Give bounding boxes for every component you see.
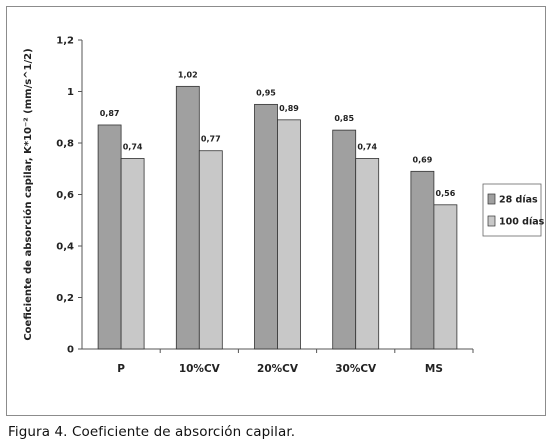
bar: [97, 124, 122, 350]
y-tick-label: 0,2: [56, 293, 74, 304]
bar-chart: 0 0,2 0,4 0,6 0,8 1 1,2 Coeficiente de absorció…: [22, 36, 545, 376]
legend-box: [482, 183, 542, 237]
chart-frame: 0 0,2 0,4 0,6 0,8 1 1,2 Coeficiente de absorció…: [6, 6, 546, 416]
y-tick-label: 0,4: [56, 242, 74, 253]
y-tick-label: 0,8: [56, 139, 74, 150]
data-label: 0,77: [201, 135, 221, 144]
data-label: 0,74: [357, 142, 377, 151]
data-label: 0,85: [334, 114, 354, 123]
data-label: 0,89: [279, 104, 299, 113]
bar: [120, 158, 145, 350]
y-tick-label: 0,6: [56, 190, 74, 201]
legend-label: 100 días: [499, 217, 545, 228]
data-label: 0,74: [123, 142, 143, 151]
bar: [198, 150, 223, 350]
legend-swatch: [487, 193, 496, 205]
data-label: 0,87: [100, 109, 120, 118]
x-tick-label: MS: [425, 363, 443, 375]
x-tick-label: P: [117, 363, 125, 375]
x-tick-label: 20%CV: [257, 363, 299, 375]
bar: [332, 129, 357, 350]
bar: [433, 204, 458, 350]
figure-caption: Figura 4. Coeficiente de absorción capil…: [8, 424, 296, 440]
legend-swatch: [487, 215, 496, 227]
bar: [410, 170, 435, 350]
bar: [175, 85, 200, 350]
y-tick-label: 1,2: [56, 36, 74, 47]
x-tick-label: 30%CV: [335, 363, 377, 375]
legend-label: 28 días: [499, 195, 538, 206]
y-tick-label: 0: [67, 345, 74, 356]
bar: [277, 119, 301, 350]
data-label: 0,56: [436, 189, 456, 198]
data-label: 0,69: [413, 155, 433, 164]
y-axis-title: Coeficiente de absorción capilar, K*10⁻²…: [22, 48, 34, 340]
data-label: 0,95: [256, 88, 276, 97]
x-tick-label: 10%CV: [179, 363, 221, 375]
y-tick-label: 1: [67, 87, 74, 98]
bar: [355, 158, 380, 350]
bar: [254, 103, 278, 350]
data-label: 1,02: [178, 70, 198, 79]
